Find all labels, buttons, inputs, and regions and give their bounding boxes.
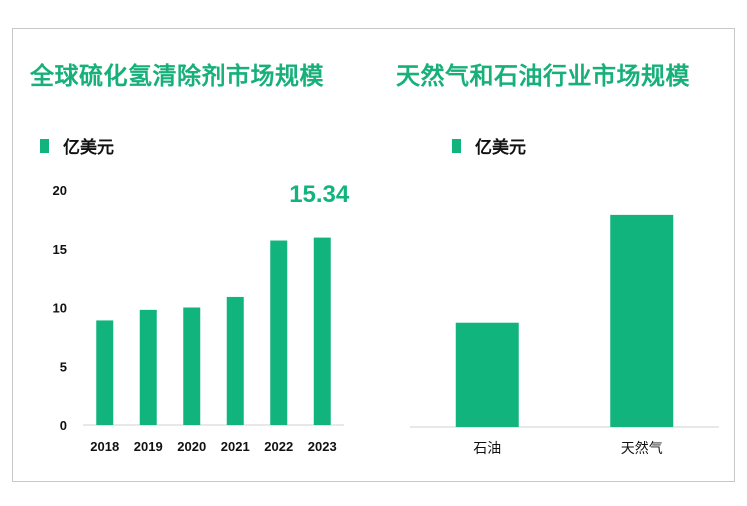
chart1-legend: 亿美元 (40, 133, 114, 158)
chart1-bar (96, 320, 114, 425)
chart2-bar (455, 322, 519, 427)
chart2-x-tick: 天然气 (621, 440, 663, 457)
chart2-title: 天然气和石油行业市场规模 (396, 62, 690, 90)
chart1-x-tick: 2019 (134, 439, 163, 454)
chart1-y-tick: 5 (60, 359, 67, 374)
chart1-x-tick: 2020 (177, 439, 206, 454)
chart1-title: 全球硫化氢清除剂市场规模 (30, 62, 324, 90)
chart1-bar (313, 237, 331, 425)
chart2-x-tick: 石油 (473, 441, 501, 457)
chart2-legend: 亿美元 (452, 133, 526, 158)
chart2-legend-swatch (452, 138, 461, 153)
chart1-y-tick: 20 (53, 183, 67, 198)
chart1-y-tick: 10 (53, 301, 67, 316)
chart1-bar (226, 296, 244, 425)
chart1-x-tick: 2022 (264, 439, 293, 454)
chart1-y-tick: 15 (53, 242, 67, 257)
chart1-x-tick: 2018 (90, 439, 119, 454)
chart-frame (12, 28, 735, 482)
chart2-legend-label: 亿美元 (475, 138, 526, 158)
chart1-x-tick: 2021 (221, 439, 250, 454)
chart1-bar (270, 240, 288, 425)
chart1-legend-label: 亿美元 (63, 138, 114, 158)
chart1-legend-swatch (40, 138, 49, 153)
chart1-bar (139, 309, 157, 425)
chart2-bar (610, 214, 674, 427)
chart1-x-tick: 2023 (308, 439, 337, 454)
chart1-y-tick: 0 (60, 418, 67, 433)
chart1-bar (183, 307, 201, 425)
chart1-annotation: 15.34 (289, 181, 350, 208)
